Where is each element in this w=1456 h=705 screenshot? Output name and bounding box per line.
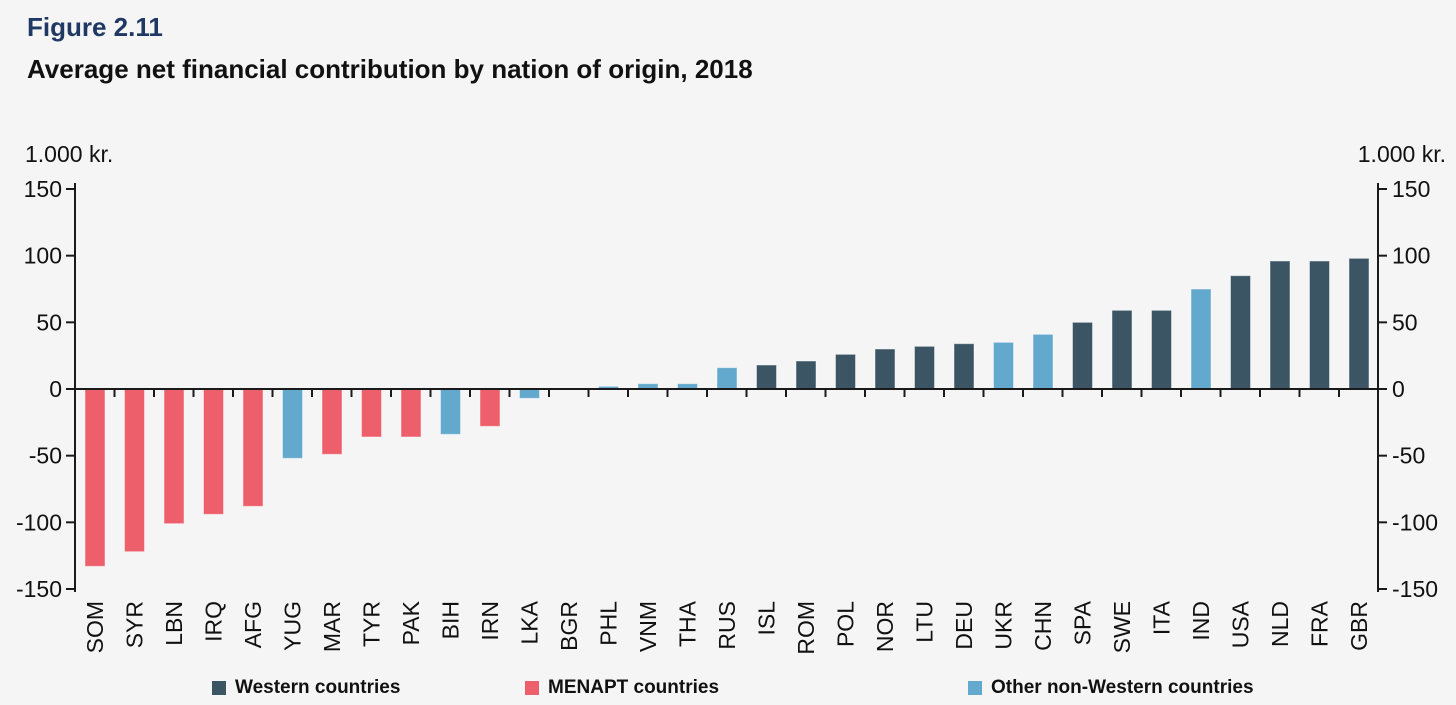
x-label-UKR: UKR — [991, 601, 1017, 650]
x-label-IND: IND — [1188, 601, 1214, 641]
bar-FRA — [1309, 260, 1330, 390]
bar-IRN — [479, 388, 501, 427]
y-tick-label-right: 100 — [1392, 243, 1430, 269]
figure-label: Figure 2.11 — [27, 12, 163, 42]
x-label-SWE: SWE — [1109, 601, 1135, 653]
legend-swatch-other — [968, 681, 982, 695]
x-label-SYR: SYR — [122, 601, 148, 648]
x-label-IRQ: IRQ — [201, 601, 227, 642]
bar-MAR — [321, 388, 343, 455]
bar-TYR — [361, 388, 382, 438]
y-tick-label-right: -50 — [1392, 443, 1425, 469]
x-label-RUS: RUS — [714, 601, 740, 650]
x-label-LBN: LBN — [161, 601, 187, 646]
x-label-NOR: NOR — [872, 601, 898, 652]
x-label-POL: POL — [833, 601, 859, 647]
x-label-CHN: CHN — [1030, 601, 1056, 651]
legend-label-western: Western countries — [235, 677, 401, 698]
bar-AFG — [242, 388, 264, 507]
x-label-BIH: BIH — [438, 601, 464, 639]
legend-swatch-menapt — [525, 681, 539, 695]
bar-DEU — [953, 343, 975, 390]
y-tick-label-left: 50 — [36, 309, 62, 335]
y-tick-label-left: -100 — [16, 509, 62, 535]
x-label-FRA: FRA — [1307, 600, 1333, 647]
bar-ROM — [795, 360, 817, 390]
bar-IRQ — [203, 388, 224, 515]
x-label-LKA: LKA — [517, 600, 543, 644]
bar-LBN — [163, 388, 185, 525]
x-label-THA: THA — [675, 600, 701, 647]
bar-GBR — [1348, 257, 1370, 390]
x-label-USA: USA — [1228, 600, 1254, 648]
legend-label-other: Other non-Western countries — [991, 677, 1254, 698]
legend-swatch-western — [212, 681, 226, 695]
x-label-ROM: ROM — [793, 601, 819, 655]
x-label-IRN: IRN — [477, 601, 503, 641]
bar-UKR — [993, 341, 1014, 390]
y-axis-unit-right: 1.000 kr. — [1358, 141, 1446, 167]
x-label-TYR: TYR — [359, 601, 385, 647]
y-tick-label-left: -50 — [29, 443, 62, 469]
x-label-ITA: ITA — [1149, 600, 1175, 635]
y-tick-label-right: 150 — [1392, 176, 1430, 202]
bar-SOM — [84, 388, 106, 567]
x-label-SPA: SPA — [1070, 600, 1096, 645]
x-label-LTU: LTU — [912, 601, 938, 643]
x-label-PAK: PAK — [398, 600, 424, 645]
bar-ITA — [1151, 309, 1172, 390]
x-label-PHL: PHL — [596, 601, 622, 646]
bar-SYR — [124, 388, 145, 553]
y-tick-label-right: -100 — [1392, 509, 1438, 535]
x-label-MAR: MAR — [319, 601, 345, 652]
y-tick-label-right: -150 — [1392, 576, 1438, 602]
x-label-YUG: YUG — [280, 601, 306, 651]
x-label-BGR: BGR — [556, 601, 582, 651]
bar-ISL — [756, 364, 777, 390]
y-tick-label-right: 0 — [1392, 376, 1405, 402]
bar-PAK — [400, 388, 422, 438]
legend: Western countries MENAPT countries Other… — [0, 676, 1456, 704]
legend-item-menapt: MENAPT countries — [525, 676, 719, 700]
bar-USA — [1230, 275, 1251, 390]
bar-LKA — [519, 388, 540, 399]
x-label-NLD: NLD — [1267, 601, 1293, 647]
y-axis-unit-left: 1.000 kr. — [25, 141, 113, 167]
bar-CHN — [1032, 333, 1054, 390]
legend-label-menapt: MENAPT countries — [548, 677, 720, 698]
bar-BIH — [440, 388, 461, 435]
x-label-SOM: SOM — [82, 601, 108, 653]
x-label-ISL: ISL — [754, 601, 780, 636]
x-label-AFG: AFG — [240, 601, 266, 648]
x-label-DEU: DEU — [951, 601, 977, 650]
bar-POL — [835, 353, 856, 390]
bar-NLD — [1269, 260, 1291, 390]
bar-YUG — [282, 388, 303, 459]
y-tick-label-left: -150 — [16, 576, 62, 602]
bar-SWE — [1111, 309, 1133, 390]
x-label-VNM: VNM — [635, 601, 661, 652]
y-tick-label-left: 100 — [24, 243, 62, 269]
bar-LTU — [914, 345, 935, 390]
y-tick-label-left: 150 — [24, 176, 62, 202]
bar-SPA — [1072, 321, 1093, 390]
x-label-GBR: GBR — [1346, 601, 1372, 651]
y-tick-label-left: 0 — [49, 376, 62, 402]
bar-IND — [1190, 288, 1212, 390]
bar-NOR — [874, 348, 896, 390]
legend-item-western: Western countries — [212, 676, 400, 700]
legend-item-other: Other non-Western countries — [968, 676, 1254, 700]
figure-title: Average net financial contribution by na… — [27, 54, 753, 84]
bar-RUS — [716, 367, 738, 390]
y-tick-label-right: 50 — [1392, 309, 1418, 335]
